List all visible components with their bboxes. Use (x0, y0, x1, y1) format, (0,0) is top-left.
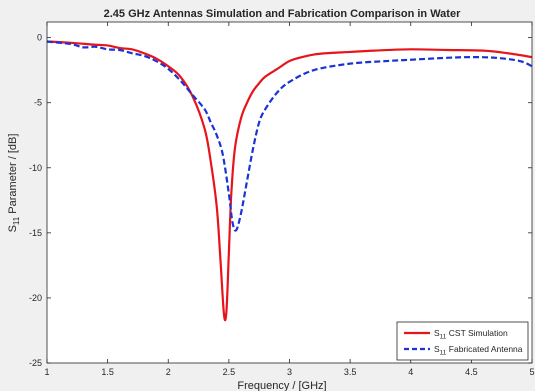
plot-area (47, 22, 532, 363)
y-tick-label: 0 (37, 33, 42, 43)
series-layer (46, 40, 533, 322)
legend-fabricated-rest: Fabricated Antenna (446, 344, 522, 354)
x-tick-label: 2 (166, 367, 171, 377)
x-axis-label: Frequency / [GHz] (237, 380, 326, 391)
y-tick-label: -20 (29, 293, 42, 303)
legend-simulation-base: S (434, 328, 440, 338)
y-axis-label: S11 Parameter / [dB] (7, 134, 21, 233)
x-tick-label: 4.5 (465, 367, 478, 377)
legend: S11 CST Simulation S11 Fabricated Antenn… (396, 321, 529, 361)
legend-fabricated-base: S (434, 344, 440, 354)
x-tick-label: 4 (408, 367, 413, 377)
y-tick-label: -15 (29, 228, 42, 238)
y-tick-label: -10 (29, 163, 42, 173)
legend-simulation-rest: CST Simulation (446, 328, 508, 338)
x-tick-label: 1 (44, 367, 49, 377)
y-axis-label-base: S (7, 225, 19, 232)
x-tick-label: 3 (287, 367, 292, 377)
y-tick-label: -5 (34, 98, 42, 108)
legend-simulation-sub: 11 (440, 334, 447, 341)
y-axis-label-rest: Parameter / [dB] (7, 134, 19, 217)
y-axis-ticks: 0 -5 -10 -15 -20 -25 (29, 33, 532, 368)
y-tick-label: -25 (29, 358, 42, 368)
series-line-simulation (46, 40, 533, 322)
series-line-fabricated (46, 40, 533, 232)
x-tick-label: 1.5 (101, 367, 114, 377)
x-tick-label: 3.5 (344, 367, 357, 377)
chart-title: 2.45 GHz Antennas Simulation and Fabrica… (104, 8, 461, 20)
legend-label-simulation: S11 CST Simulation (434, 328, 508, 341)
legend-box (396, 321, 529, 361)
x-tick-label: 5 (529, 367, 534, 377)
y-axis-label-sub: 11 (12, 216, 21, 225)
legend-label-fabricated: S11 Fabricated Antenna (434, 344, 523, 357)
x-axis-ticks: 1 1.5 2 2.5 3 3.5 4 4.5 5 (44, 22, 535, 377)
x-tick-label: 2.5 (223, 367, 236, 377)
legend-fabricated-sub: 11 (440, 350, 447, 357)
